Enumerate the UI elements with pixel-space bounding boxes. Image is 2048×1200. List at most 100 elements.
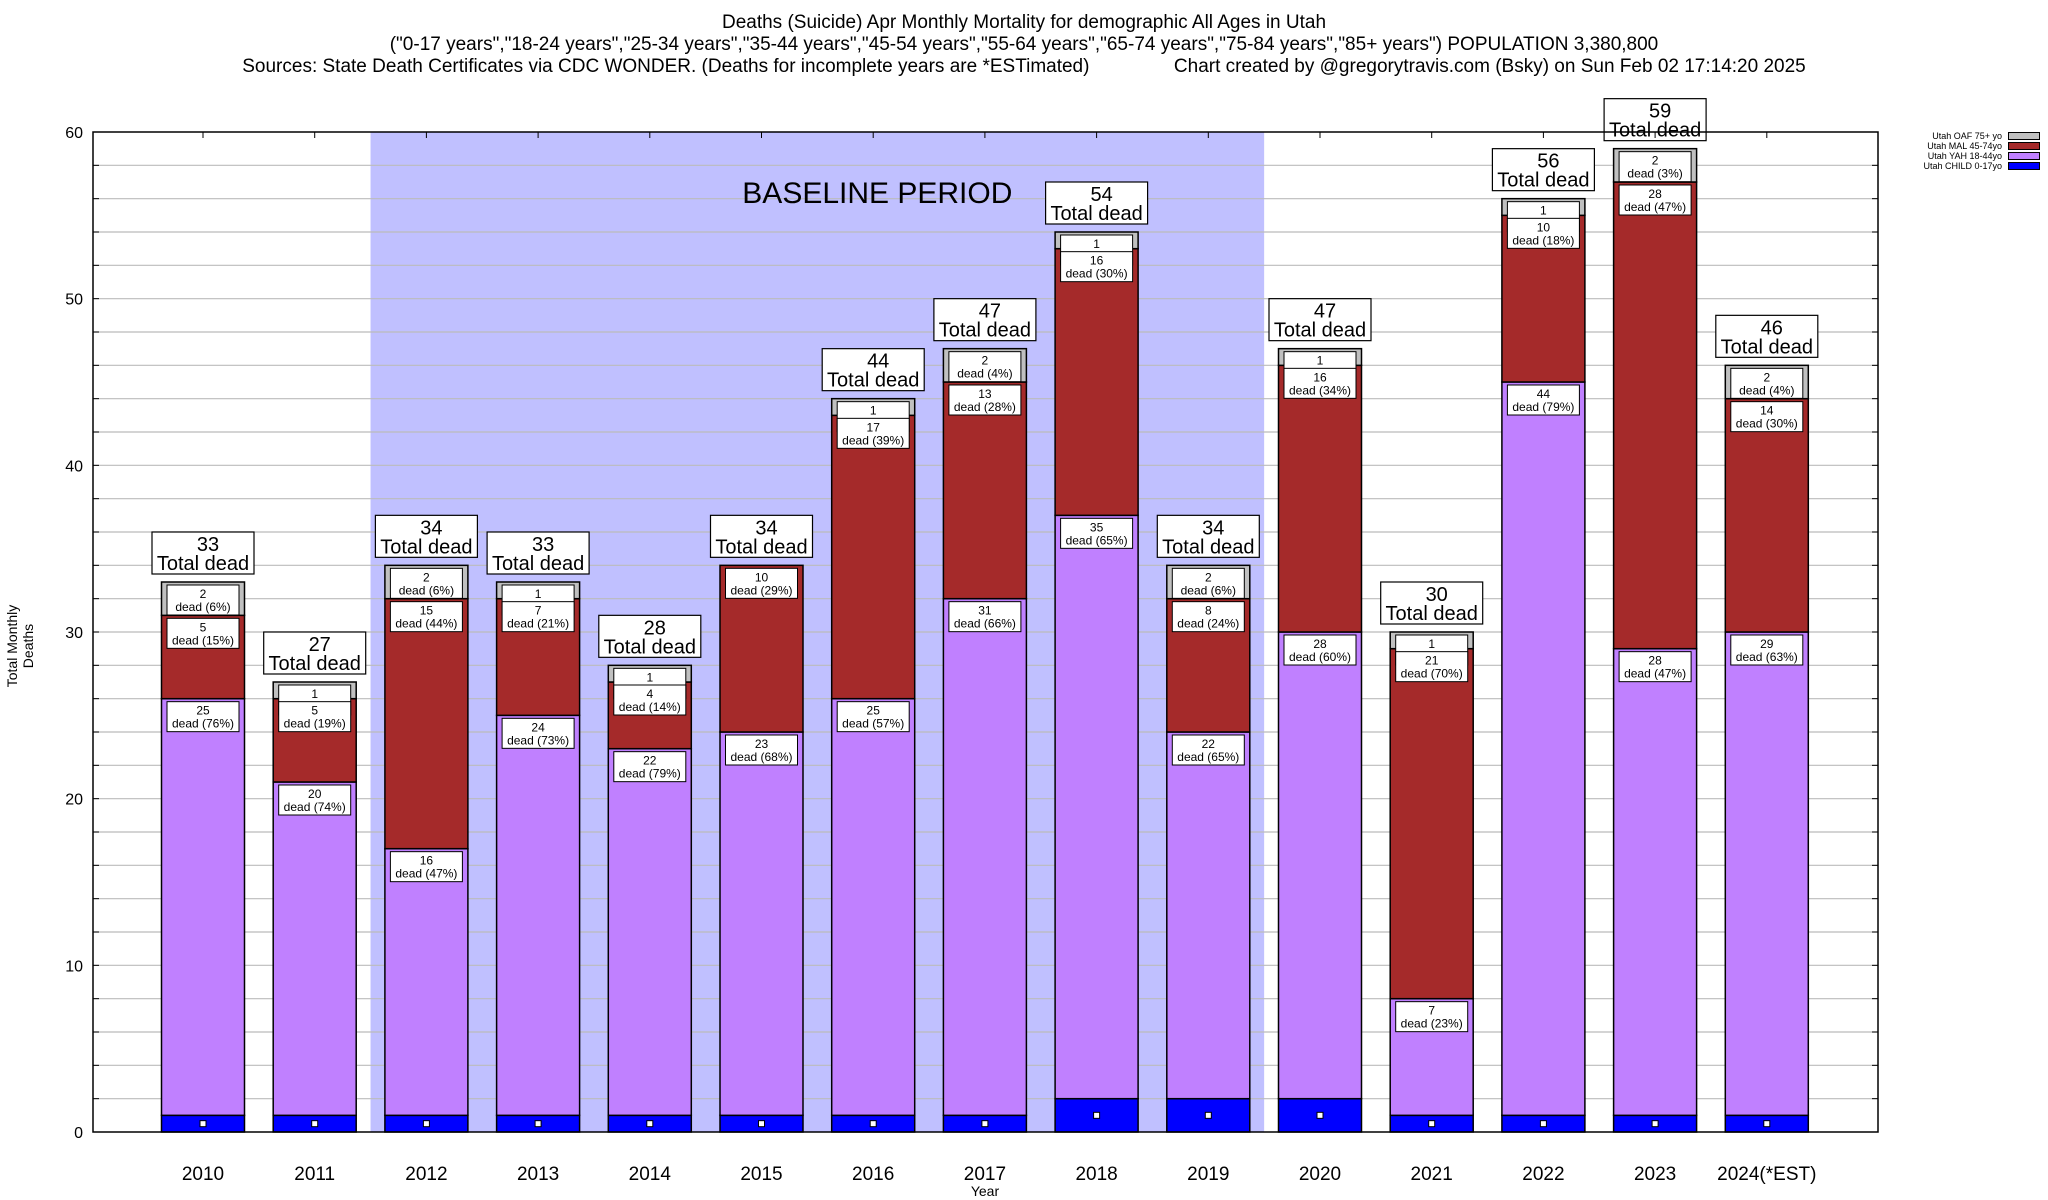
segment-label-percent: dead (39%) (842, 433, 904, 447)
total-label-text: Total dead (1609, 120, 1701, 142)
segment-label-percent: dead (15%) (172, 633, 234, 647)
x-tick-label: 2018 (1075, 1164, 1117, 1185)
segment-label-percent: dead (29%) (730, 583, 792, 597)
segment-label-box (501, 717, 575, 749)
segment-label-box (1730, 367, 1804, 399)
total-label-value: 47 (979, 301, 1001, 323)
segment-label-value: 28 (1648, 187, 1662, 201)
total-label-box (374, 514, 478, 558)
segment-label-box (1283, 634, 1357, 666)
segment-label-value: 17 (867, 420, 881, 434)
bar-segment-utah-yah-18-44yo (1166, 731, 1251, 1100)
total-label-value: 34 (755, 517, 777, 539)
segment-label-percent: dead (60%) (1289, 650, 1351, 664)
child-point-marker (1651, 1120, 1659, 1128)
bar-segment-utah-yah-18-44yo (1054, 514, 1139, 1100)
segment-label-value: 23 (755, 737, 769, 751)
segment-label-box (836, 417, 910, 449)
x-tick-label: 2012 (405, 1164, 447, 1185)
child-point-marker (1204, 1111, 1212, 1119)
segment-label-value: 1 (1428, 637, 1435, 651)
segment-label-percent: dead (57%) (842, 717, 904, 731)
total-label-box (598, 614, 702, 658)
segment-label-value: 1 (311, 687, 318, 701)
segment-label-value: 2 (200, 587, 207, 601)
segment-label-value: 1 (1317, 354, 1324, 368)
x-tick-label: 2022 (1522, 1164, 1564, 1185)
x-tick-label: 2017 (964, 1164, 1006, 1185)
segment-label-percent: dead (47%) (395, 867, 457, 881)
child-point-marker (758, 1120, 765, 1128)
total-label-value: 27 (309, 634, 331, 656)
x-tick-label: 2013 (517, 1164, 559, 1185)
x-axis-label: Year (971, 1183, 1000, 1199)
segment-label-box (278, 701, 352, 733)
total-label-box (933, 298, 1037, 342)
child-point-marker (1093, 1111, 1101, 1119)
total-label-value: 33 (197, 534, 219, 556)
total-label-value: 34 (1202, 517, 1224, 539)
segment-label-box (1171, 567, 1245, 599)
legend-item: Utah YAH 18-44yo (1870, 151, 2040, 161)
bar-segment-utah-yah-18-44yo (272, 781, 357, 1117)
x-tick-label: 2021 (1411, 1164, 1453, 1185)
total-label-box (1156, 514, 1260, 558)
total-label-box (151, 531, 255, 575)
segment-label-percent: dead (63%) (1736, 650, 1798, 664)
segment-label-percent: dead (68%) (730, 750, 792, 764)
segment-label-box (1730, 401, 1804, 433)
segment-label-percent: dead (30%) (1066, 267, 1128, 281)
segment-label-value: 20 (308, 787, 322, 801)
segment-label-value: 8 (1205, 604, 1212, 618)
segment-label-value: 14 (1760, 404, 1774, 418)
total-label-text: Total dead (157, 553, 249, 575)
segment-label-value: 1 (870, 404, 877, 418)
total-label-box (1268, 298, 1372, 342)
segment-label-percent: dead (30%) (1736, 417, 1798, 431)
total-label-value: 46 (1761, 317, 1783, 339)
x-tick-label: 2011 (294, 1164, 335, 1185)
segment-label-box (1283, 367, 1357, 399)
total-label-text: Total dead (1162, 536, 1254, 558)
bar-segment-utah-mal-45-74yo (1389, 647, 1474, 1000)
segment-label-percent: dead (76%) (172, 717, 234, 731)
segment-label-box (948, 384, 1022, 416)
bar-segment-utah-yah-18-44yo (1277, 631, 1363, 1100)
bar-segment-utah-yah-18-44yo (495, 714, 581, 1117)
child-point-marker (311, 1120, 319, 1128)
y-tick-label: 10 (65, 958, 83, 975)
bar-segment-utah-yah-18-44yo (1501, 381, 1586, 1117)
segment-label-box (1395, 651, 1469, 683)
segment-label-percent: dead (65%) (1177, 750, 1239, 764)
segment-label-value: 10 (755, 570, 769, 584)
child-point-marker (981, 1120, 989, 1128)
bar-segment-utah-mal-45-74yo (384, 597, 469, 850)
segment-label-value: 35 (1090, 520, 1104, 534)
legend-swatch (2008, 132, 2040, 140)
segment-label-box (389, 567, 463, 599)
segment-label-value: 28 (1648, 654, 1662, 668)
bar-segment-utah-yah-18-44yo (1612, 647, 1698, 1117)
x-tick-label: 2023 (1634, 1164, 1676, 1185)
chart-subtitle-age-groups: ("0-17 years","18-24 years","25-34 years… (389, 34, 1659, 55)
y-tick-label: 40 (65, 458, 83, 475)
legend-label: Utah CHILD 0-17yo (1923, 161, 2002, 171)
legend: Utah OAF 75+ yo Utah MAL 45-74yo Utah YAH … (1870, 131, 2040, 171)
total-label-value: 56 (1537, 151, 1559, 173)
legend-item: Utah OAF 75+ yo (1870, 131, 2040, 141)
total-label-text: Total dead (269, 653, 361, 675)
segment-label-percent: dead (6%) (1181, 583, 1236, 597)
segment-label-box (948, 351, 1022, 383)
bar-segment-utah-mal-45-74yo (1724, 397, 1810, 633)
segment-label-value: 1 (646, 670, 653, 684)
segment-label-box (725, 567, 798, 599)
legend-label: Utah OAF 75+ yo (1932, 131, 2002, 141)
segment-label-value: 1 (1540, 204, 1547, 218)
segment-label-value: 22 (1202, 737, 1216, 751)
total-label-box (1491, 148, 1596, 192)
child-point-marker (646, 1120, 654, 1128)
segment-label-value: 16 (1090, 254, 1104, 268)
segment-label-value: 28 (1313, 637, 1327, 651)
total-label-box (709, 514, 814, 558)
segment-label-box (1730, 634, 1804, 666)
